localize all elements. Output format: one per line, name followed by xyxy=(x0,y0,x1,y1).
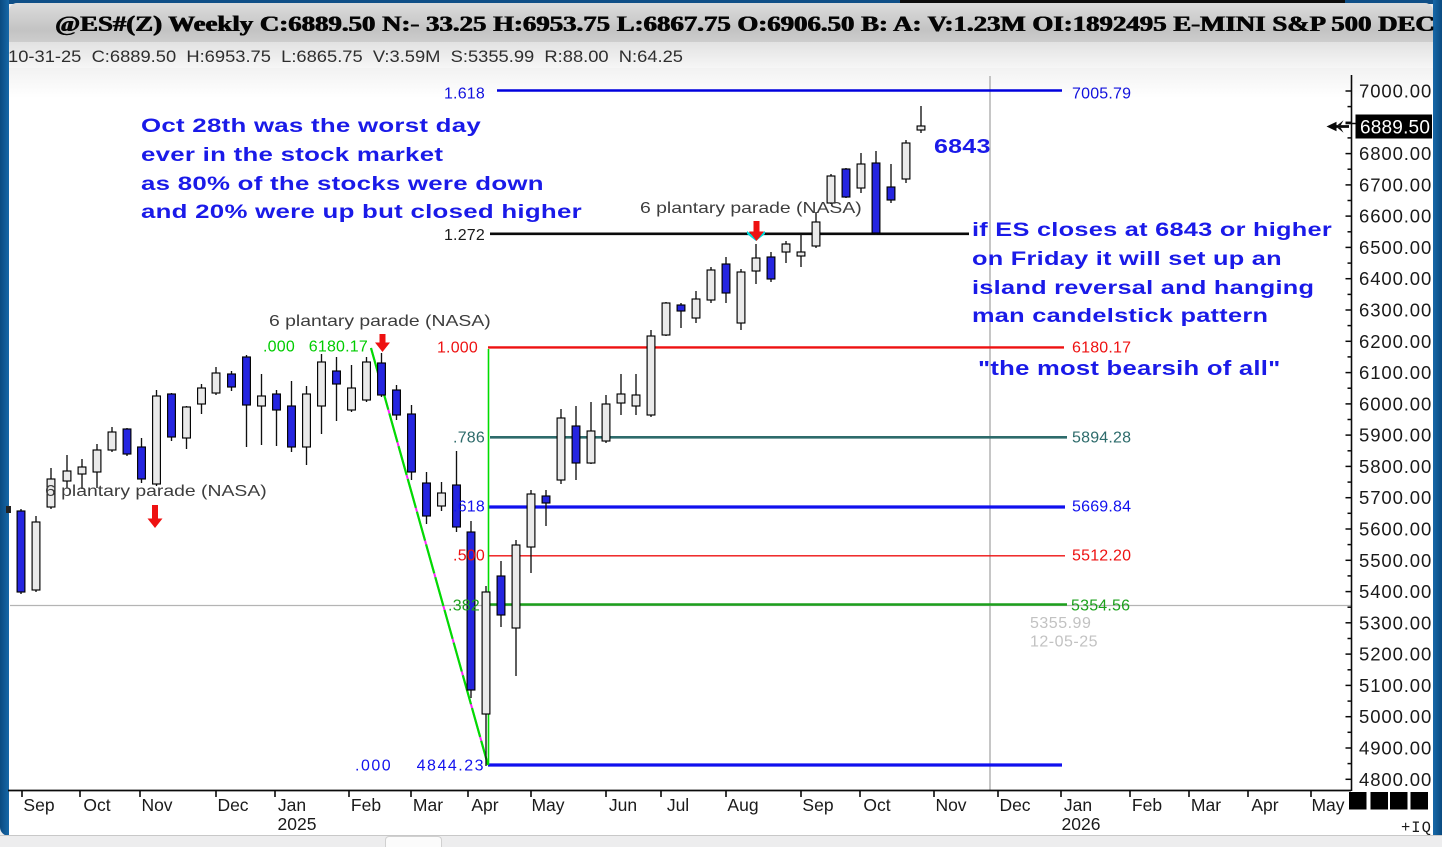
svg-text:+IQ: +IQ xyxy=(1401,819,1432,837)
svg-text:5355.99: 5355.99 xyxy=(1030,615,1091,632)
svg-text:Apr: Apr xyxy=(1251,795,1278,815)
svg-text:.618: .618 xyxy=(453,499,485,516)
svg-text:May: May xyxy=(1311,795,1344,815)
svg-text:.500: .500 xyxy=(453,548,485,565)
svg-text:Nov: Nov xyxy=(935,795,966,815)
svg-text:Apr: Apr xyxy=(471,795,498,815)
svg-text:Sep: Sep xyxy=(23,795,54,815)
svg-text:6889.50: 6889.50 xyxy=(1360,118,1430,139)
svg-text:6500.00: 6500.00 xyxy=(1359,237,1432,258)
svg-text:6400.00: 6400.00 xyxy=(1359,268,1432,289)
svg-text:Jan: Jan xyxy=(1064,795,1092,815)
svg-text:6600.00: 6600.00 xyxy=(1359,206,1432,227)
svg-text:4844.23: 4844.23 xyxy=(417,758,485,775)
svg-text:.382: .382 xyxy=(448,598,480,615)
svg-text:5500.00: 5500.00 xyxy=(1359,550,1432,571)
svg-text:6200.00: 6200.00 xyxy=(1359,331,1432,352)
svg-text:Feb: Feb xyxy=(1132,795,1162,815)
svg-text:5354.56: 5354.56 xyxy=(1071,598,1130,615)
svg-text:5512.20: 5512.20 xyxy=(1072,548,1131,565)
svg-text:5400.00: 5400.00 xyxy=(1359,581,1432,602)
svg-text:Mar: Mar xyxy=(413,795,443,815)
svg-text:5900.00: 5900.00 xyxy=(1359,425,1432,446)
svg-text:6800.00: 6800.00 xyxy=(1359,143,1432,164)
svg-text:.786: .786 xyxy=(453,430,485,447)
svg-text:5700.00: 5700.00 xyxy=(1359,487,1432,508)
svg-text:6180.17: 6180.17 xyxy=(1072,340,1131,357)
svg-text:6000.00: 6000.00 xyxy=(1359,393,1432,414)
svg-text:May: May xyxy=(531,795,564,815)
svg-text:6100.00: 6100.00 xyxy=(1359,362,1432,383)
svg-text:Feb: Feb xyxy=(351,795,381,815)
svg-text:Nov: Nov xyxy=(141,795,172,815)
svg-text:1.618: 1.618 xyxy=(444,86,485,103)
svg-text:Aug: Aug xyxy=(727,795,758,815)
svg-text:5200.00: 5200.00 xyxy=(1359,644,1432,665)
svg-text:5000.00: 5000.00 xyxy=(1359,706,1432,727)
svg-text:5800.00: 5800.00 xyxy=(1359,456,1432,477)
svg-text:Jun: Jun xyxy=(609,795,637,815)
svg-text:6700.00: 6700.00 xyxy=(1359,174,1432,195)
svg-text:.000: .000 xyxy=(355,758,392,775)
svg-text:Mar: Mar xyxy=(1191,795,1221,815)
svg-text:Oct: Oct xyxy=(863,795,890,815)
svg-text:4900.00: 4900.00 xyxy=(1359,738,1432,759)
svg-text:5100.00: 5100.00 xyxy=(1359,675,1432,696)
svg-text:7005.79: 7005.79 xyxy=(1072,86,1131,103)
svg-text:Dec: Dec xyxy=(999,795,1030,815)
svg-text:2026: 2026 xyxy=(1062,814,1101,834)
svg-text:Dec: Dec xyxy=(217,795,248,815)
svg-text:1.272: 1.272 xyxy=(444,227,485,244)
svg-text:6180.17: 6180.17 xyxy=(309,339,368,356)
svg-text:2025: 2025 xyxy=(278,814,317,834)
svg-text:Sep: Sep xyxy=(802,795,833,815)
svg-text:Jul: Jul xyxy=(667,795,689,815)
svg-text:4800.00: 4800.00 xyxy=(1359,769,1432,790)
svg-text:7000.00: 7000.00 xyxy=(1359,81,1432,102)
svg-text:.000: .000 xyxy=(263,339,295,356)
svg-text:12-05-25: 12-05-25 xyxy=(1030,634,1098,651)
svg-text:Jan: Jan xyxy=(278,795,306,815)
svg-text:Oct: Oct xyxy=(83,795,110,815)
svg-text:5669.84: 5669.84 xyxy=(1072,499,1131,516)
svg-text:6300.00: 6300.00 xyxy=(1359,300,1432,321)
svg-text:5600.00: 5600.00 xyxy=(1359,519,1432,540)
svg-text:5300.00: 5300.00 xyxy=(1359,612,1432,633)
svg-text:1.000: 1.000 xyxy=(437,340,478,357)
svg-text:5894.28: 5894.28 xyxy=(1072,430,1131,447)
